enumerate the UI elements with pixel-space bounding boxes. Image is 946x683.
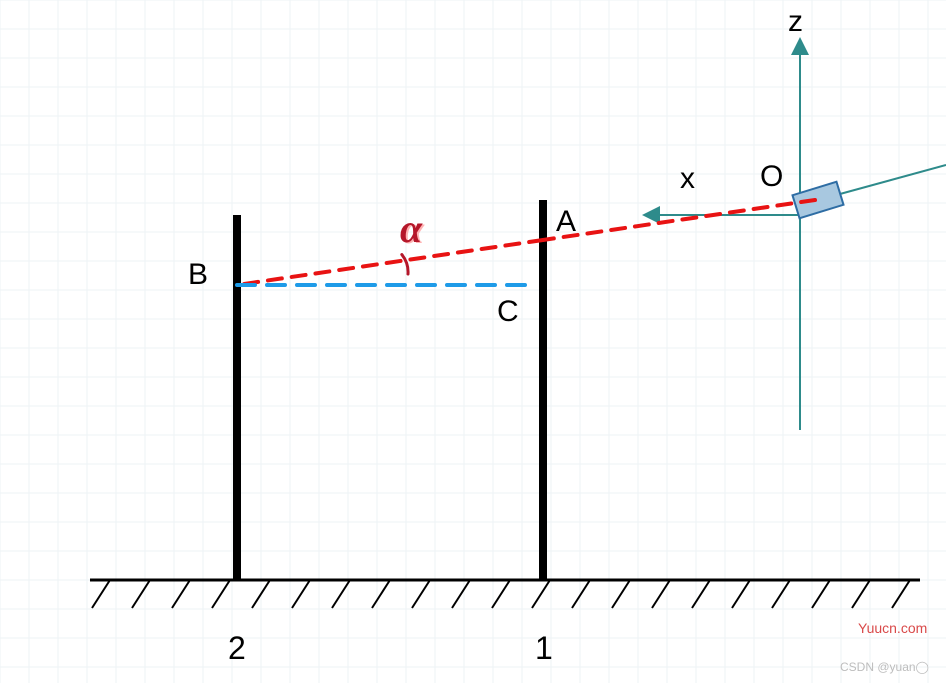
pole-1-label: 1 [535, 630, 553, 667]
angle-alpha-label: α [400, 205, 422, 252]
point-b-label: B [188, 258, 208, 292]
point-a-label: A [556, 205, 576, 239]
diagram-canvas: z x O A B C α 1 2 Yuucn.com CSDN @yuan◯ [0, 0, 946, 683]
point-c-label: C [497, 295, 519, 329]
pole-2-label: 2 [228, 630, 246, 667]
origin-label: O [760, 160, 783, 194]
csdn-watermark: CSDN @yuan◯ [840, 660, 929, 674]
z-axis-label: z [788, 5, 803, 39]
x-axis-label: x [680, 162, 695, 196]
diagram-svg [0, 0, 946, 683]
site-watermark: Yuucn.com [858, 620, 927, 636]
